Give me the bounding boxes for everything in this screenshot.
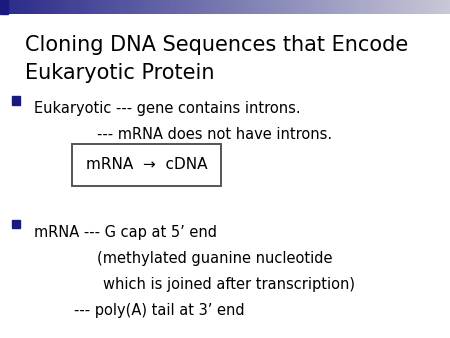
Text: --- poly(A) tail at 3’ end: --- poly(A) tail at 3’ end — [74, 303, 245, 318]
Text: which is joined after transcription): which is joined after transcription) — [103, 277, 355, 292]
Text: mRNA --- G cap at 5’ end: mRNA --- G cap at 5’ end — [34, 225, 217, 240]
Text: --- mRNA does not have introns.: --- mRNA does not have introns. — [97, 127, 332, 142]
Bar — [12, 96, 20, 105]
Text: Eukaryotic Protein: Eukaryotic Protein — [25, 63, 214, 82]
Text: mRNA  →  cDNA: mRNA → cDNA — [86, 157, 207, 172]
Bar — [12, 220, 20, 228]
Text: (methylated guanine nucleotide: (methylated guanine nucleotide — [97, 251, 332, 266]
FancyBboxPatch shape — [72, 144, 220, 186]
Text: Eukaryotic --- gene contains introns.: Eukaryotic --- gene contains introns. — [34, 101, 301, 116]
Text: Cloning DNA Sequences that Encode: Cloning DNA Sequences that Encode — [25, 35, 408, 55]
